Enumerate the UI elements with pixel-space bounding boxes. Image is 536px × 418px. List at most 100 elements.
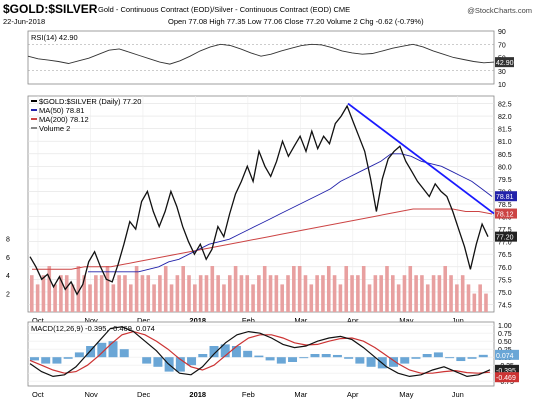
price-x-tick-label: May xyxy=(399,316,413,325)
macd-histogram-bar xyxy=(243,350,253,358)
volume-bar xyxy=(70,284,75,312)
macd-histogram-bar xyxy=(209,346,219,358)
volume-bar xyxy=(350,275,354,312)
macd-histogram-bar xyxy=(142,357,152,364)
volume-bar xyxy=(198,275,203,312)
volume-bar xyxy=(431,275,436,312)
macd-histogram-bar xyxy=(97,342,107,358)
volume-bar xyxy=(391,275,395,312)
rsi-y-tick-label: 70 xyxy=(498,42,506,49)
volume-bar xyxy=(425,284,430,312)
volume-bar xyxy=(94,275,98,312)
chart-symbol: $GOLD:$SILVER xyxy=(3,2,98,16)
volume-y-tick-label: 6 xyxy=(6,255,10,262)
volume-bar xyxy=(437,275,442,312)
macd-histogram-bar xyxy=(445,357,455,359)
volume-bar xyxy=(193,284,197,312)
macd-histogram-bar xyxy=(411,357,421,359)
price-last-value-label: 77.20 xyxy=(496,235,514,242)
volume-y-tick-label: 4 xyxy=(6,273,10,280)
volume-bar xyxy=(128,284,133,312)
macd-histogram-bar xyxy=(478,354,488,358)
volume-bar xyxy=(309,284,314,312)
volume-bar xyxy=(373,275,378,312)
price-y-tick-label: 82.5 xyxy=(498,102,512,109)
macd-histogram-bar xyxy=(321,354,331,358)
volume-bar xyxy=(420,275,424,312)
macd-histogram-bar xyxy=(467,357,477,359)
volume-y-tick-label: 8 xyxy=(6,236,10,243)
price-panel: 74.575.075.576.076.577.077.578.078.579.0… xyxy=(6,95,517,325)
macd-histogram-bar xyxy=(456,357,466,362)
volume-bar xyxy=(379,275,383,312)
macd-y-tick-label: -0.75 xyxy=(498,379,514,386)
macd-histogram-bar xyxy=(366,357,376,367)
macd-x-tick-label: May xyxy=(399,390,413,399)
price-y-tick-label: 81.5 xyxy=(498,127,512,134)
price-line xyxy=(29,104,489,296)
volume-bar xyxy=(169,284,174,312)
macd-histogram-bar xyxy=(220,344,230,358)
macd-last-value-box xyxy=(495,364,519,375)
volume-bar xyxy=(123,275,127,312)
macd-x-tick-label: Jun xyxy=(452,390,464,399)
volume-bar xyxy=(204,275,209,312)
macd-histogram-bar xyxy=(389,357,398,367)
price-legend-entry: MA(50) 78.81 xyxy=(39,106,84,115)
price-x-tick-label: Jun xyxy=(452,316,464,325)
macd-histogram-bar xyxy=(422,354,432,358)
volume-bar xyxy=(321,275,325,312)
macd-y-tick-label: 0.75 xyxy=(498,331,512,338)
volume-bar xyxy=(292,266,296,312)
volume-bar xyxy=(239,275,244,312)
macd-signal-line xyxy=(29,330,491,374)
rsi-legend: RSI(14) 42.90 xyxy=(31,33,78,42)
volume-bar xyxy=(134,266,139,312)
volume-bar xyxy=(251,284,255,312)
volume-bar xyxy=(449,275,453,312)
volume-bar xyxy=(408,266,413,312)
volume-y-tick-label: 2 xyxy=(6,292,10,299)
rsi-y-tick-label: 30 xyxy=(498,69,506,76)
volume-bar xyxy=(30,275,34,312)
price-x-tick-label: 2018 xyxy=(189,316,206,325)
macd-line xyxy=(29,326,491,378)
price-y-tick-label: 82.0 xyxy=(498,114,512,121)
volume-bar xyxy=(41,275,46,312)
volume-bar xyxy=(64,275,69,312)
price-legend-swatch xyxy=(31,100,37,102)
volume-bar xyxy=(455,284,459,312)
volume-bar xyxy=(396,284,401,312)
chart-description: Gold - Continuous Contract (EOD)/Silver … xyxy=(98,5,350,14)
volume-bar xyxy=(262,266,267,312)
volume-bar xyxy=(82,275,87,312)
volume-bar xyxy=(111,284,116,312)
volume-bar xyxy=(315,275,319,312)
macd-x-tick-label: Nov xyxy=(84,390,98,399)
volume-bar xyxy=(466,284,471,312)
volume-bar xyxy=(344,266,349,312)
volume-bar xyxy=(303,275,308,312)
price-y-tick-label: 76.0 xyxy=(498,265,512,272)
macd-histogram-bar xyxy=(41,357,51,364)
price-x-tick-label: Feb xyxy=(242,316,255,325)
macd-histogram-bar xyxy=(310,354,320,358)
macd-histogram-bar xyxy=(119,349,129,358)
macd-histogram-bar xyxy=(231,346,241,358)
volume-bar xyxy=(227,275,232,312)
price-x-tick-label: Oct xyxy=(32,316,45,325)
volume-bar xyxy=(332,275,337,312)
macd-x-tick-label: 2018 xyxy=(189,390,206,399)
price-y-tick-label: 80.0 xyxy=(498,164,512,171)
volume-bar xyxy=(140,275,145,312)
volume-bar xyxy=(338,284,343,312)
volume-bar xyxy=(187,275,191,312)
price-legend-swatch xyxy=(31,127,37,129)
volume-bar xyxy=(158,275,162,312)
volume-bar xyxy=(99,275,104,312)
chart-date: 22-Jun-2018 xyxy=(3,17,45,26)
price-y-tick-label: 74.5 xyxy=(498,302,512,309)
volume-bar xyxy=(35,284,40,312)
